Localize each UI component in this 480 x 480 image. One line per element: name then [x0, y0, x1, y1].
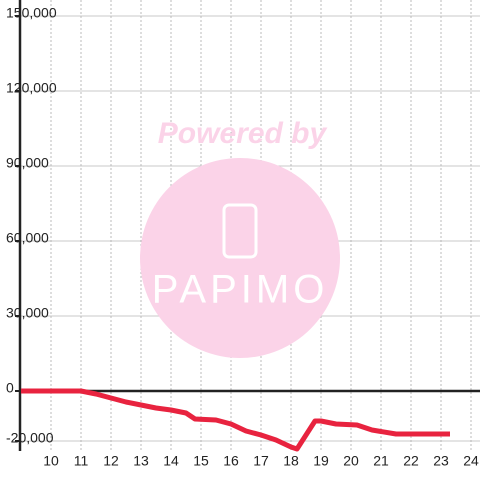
x-tick-label: 10 — [43, 453, 59, 469]
x-tick-label: 19 — [313, 453, 329, 469]
data-line — [21, 388, 450, 452]
y-tick-label: 30,000 — [6, 305, 49, 321]
x-tick-label: 15 — [193, 453, 209, 469]
watermark-logo: PAPIMO — [152, 268, 329, 312]
y-tick-label: -20,000 — [6, 430, 54, 446]
x-tick-label: 14 — [163, 453, 179, 469]
x-tick-label: 21 — [373, 453, 389, 469]
y-tick-label: 0 — [6, 380, 14, 396]
watermark-text: Powered by — [158, 117, 328, 150]
y-tick-label: 60,000 — [6, 230, 49, 246]
x-tick-label: 12 — [103, 453, 119, 469]
x-tick-label: 18 — [283, 453, 299, 469]
x-tick-label: 20 — [343, 453, 359, 469]
x-tick-label: 22 — [403, 453, 419, 469]
x-tick-label: 17 — [253, 453, 269, 469]
x-tick-label: 13 — [133, 453, 149, 469]
y-tick-label: 90,000 — [6, 155, 49, 171]
y-tick-label: 120,000 — [6, 80, 57, 96]
y-tick-label: 150,000 — [6, 5, 57, 21]
x-tick-label: 16 — [223, 453, 239, 469]
x-tick-label: 24 — [463, 453, 479, 469]
axes: -20,000 0 30,000 60,000 90,000 120,000 150,000… — [6, 0, 480, 469]
x-tick-label: 23 — [433, 453, 449, 469]
watermark-icon — [222, 203, 258, 259]
watermark: Powered by PAPIMO — [140, 117, 340, 358]
x-tick-label: 11 — [74, 453, 89, 469]
